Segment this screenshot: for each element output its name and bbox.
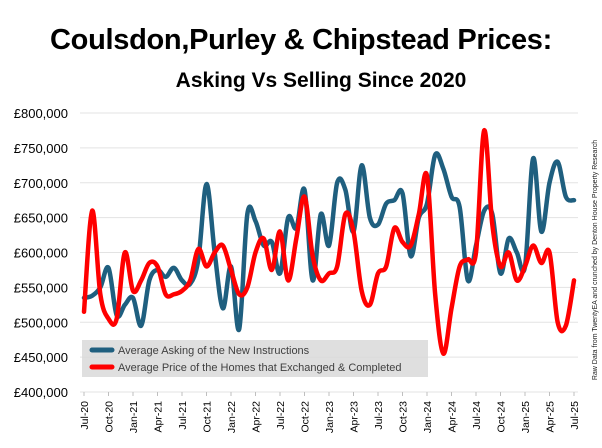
x-tick-label: Jul-23 [373,401,385,430]
legend-background [82,340,428,377]
series-line-sold [81,128,577,356]
legend: Average Asking of the New Instructions A… [82,340,428,377]
x-tick-label: Oct-20 [104,401,116,433]
x-tick-label: Jul-21 [177,401,189,430]
chart-title: Coulsdon,Purley & Chipstead Prices: [50,24,552,56]
y-tick-label: £500,000 [14,315,68,330]
x-tick-label: Jul-25 [569,401,581,430]
x-tick-label: Jul-20 [79,401,91,430]
x-tick-label: Jul-24 [471,401,483,430]
x-tick-label: Jan-25 [520,401,532,433]
x-tick-label: Apr-24 [447,401,459,433]
source-note: Raw Data from TwentyEA and crunched by D… [592,140,599,380]
x-tick-label: Apr-25 [545,401,557,433]
y-tick-label: £600,000 [14,246,68,261]
y-tick-label: £750,000 [14,141,68,156]
y-tick-label: £400,000 [14,385,68,400]
x-tick-label: Jan-23 [324,401,336,433]
legend-label-sold: Average Price of the Homes that Exchange… [118,362,402,374]
series-line-asking [81,151,577,332]
x-tick-label: Jan-24 [422,401,434,433]
x-tick-label: Jul-22 [275,401,287,430]
x-tick-label: Oct-21 [202,401,214,433]
x-tick-label: Oct-24 [496,401,508,433]
y-tick-label: £650,000 [14,211,68,226]
x-tick-label: Oct-23 [398,401,410,433]
x-tick-label: Jan-21 [128,401,140,433]
legend-label-asking: Average Asking of the New Instructions [118,345,310,357]
y-tick-label: £800,000 [14,106,68,121]
y-tick-label: £550,000 [14,280,68,295]
x-tick-label: Apr-21 [153,401,165,433]
x-tick-label: Apr-23 [349,401,361,433]
chart-subtitle: Asking Vs Selling Since 2020 [175,69,467,92]
x-tick-label: Oct-22 [300,401,312,433]
y-tick-label: £450,000 [14,350,68,365]
y-tick-label: £700,000 [14,176,68,191]
x-tick-label: Jan-22 [226,401,238,433]
x-tick-label: Apr-22 [251,401,263,433]
